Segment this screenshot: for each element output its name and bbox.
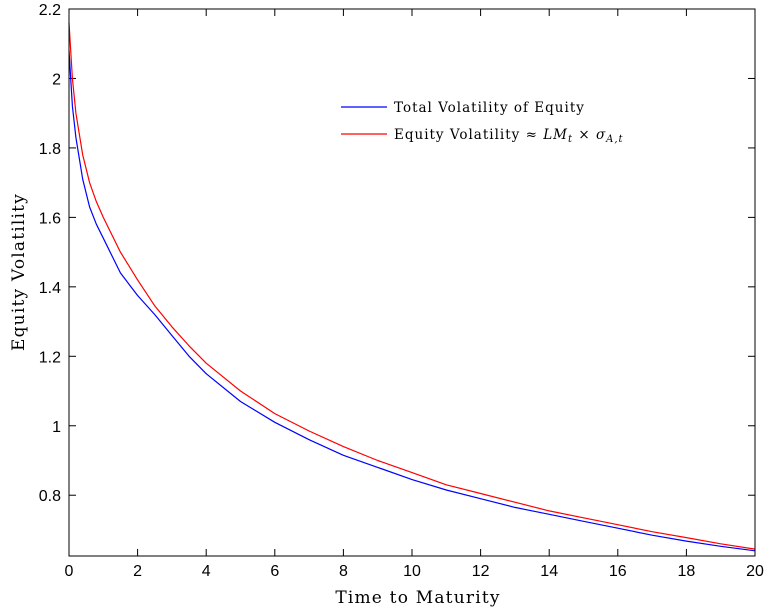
series-lines [68, 22, 756, 552]
x-tick-labels: 0 2 4 6 8 10 12 14 16 18 20 [65, 563, 764, 580]
x-axis-title: Time to Maturity [335, 588, 500, 608]
series-line-approx-volatility [68, 22, 756, 550]
x-tick-label: 8 [339, 563, 348, 580]
x-tick-label: 6 [270, 563, 279, 580]
y-tick-label: 2 [52, 71, 61, 88]
x-tick-label: 16 [609, 563, 627, 580]
x-tick-label: 10 [403, 563, 421, 580]
x-tick-label: 2 [133, 563, 142, 580]
x-tick-label: 18 [678, 563, 696, 580]
y-tick-label: 1.6 [39, 210, 61, 227]
plot-frame [68, 8, 756, 557]
axis-ticks [68, 8, 756, 556]
y-tick-label: 1.2 [39, 349, 61, 366]
x-tick-label: 4 [202, 563, 211, 580]
y-tick-labels: 0.8 1 1.2 1.4 1.6 1.8 2 2.2 [39, 2, 61, 505]
x-tick-label: 0 [65, 563, 74, 580]
y-tick-label: 0.8 [39, 488, 61, 505]
x-tick-label: 12 [472, 563, 490, 580]
y-tick-label: 1.4 [39, 280, 61, 297]
y-tick-label: 1 [52, 419, 61, 436]
y-tick-label: 1.8 [39, 141, 61, 158]
y-axis-title: Equity Volatility [9, 193, 29, 351]
legend: Total Volatility of Equity Equity Volati… [341, 100, 624, 145]
series-line-total-volatility [68, 50, 756, 552]
x-tick-label: 14 [540, 563, 558, 580]
legend-label-approx: Equity Volatility ≈ LMt × σA,t [394, 127, 624, 145]
y-tick-label: 2.2 [39, 2, 61, 19]
x-tick-label: 20 [746, 563, 764, 580]
legend-label-total: Total Volatility of Equity [394, 100, 585, 116]
